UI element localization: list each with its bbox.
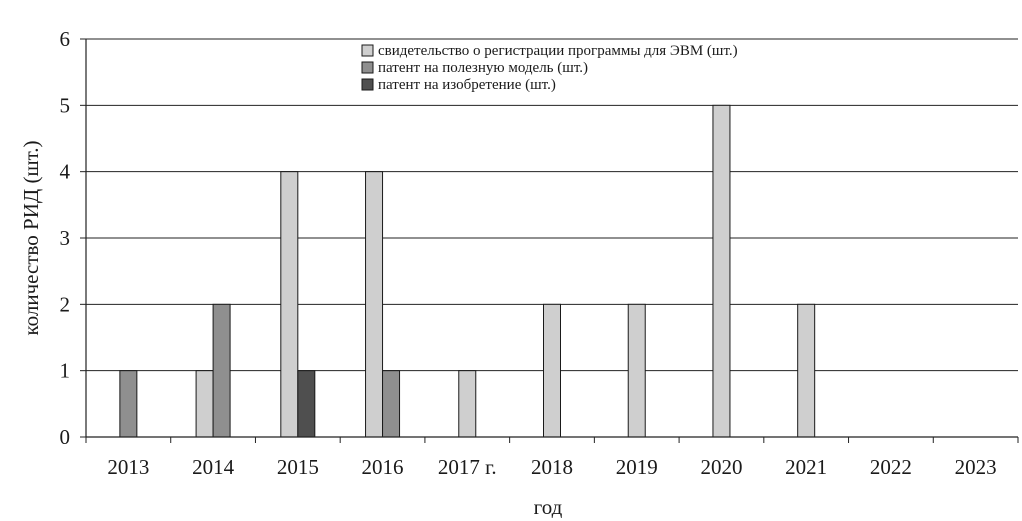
x-tick-label: 2022: [870, 455, 912, 479]
x-tick-label: 2014: [192, 455, 235, 479]
bar-1-7: [712, 104, 731, 438]
bar-1-2: [280, 171, 299, 438]
bar-1-4: [458, 370, 477, 438]
y-tick-label: 1: [60, 359, 71, 383]
y-tick-label: 0: [60, 425, 71, 449]
legend-swatch: [361, 44, 374, 57]
x-tick-label: 2017 г.: [438, 455, 497, 479]
legend-label: свидетельство о регистрации программы дл…: [378, 43, 738, 59]
y-tick-label: 2: [60, 292, 71, 316]
legend-label: патент на изобретение (шт.): [378, 77, 556, 93]
bar-2-1: [212, 303, 231, 438]
legend-label: патент на полезную модель (шт.): [378, 60, 588, 76]
bar-1-5: [543, 303, 561, 438]
axes: [85, 39, 1019, 443]
legend-swatch: [361, 78, 374, 91]
bar-2-3: [382, 370, 401, 438]
bar-1-3: [365, 171, 384, 438]
x-tick-label: 2018: [531, 455, 573, 479]
y-tick-label: 5: [60, 93, 71, 117]
bar-2-0: [119, 370, 138, 438]
y-tick-label: 3: [60, 226, 71, 250]
x-tick-label: 2015: [277, 455, 319, 479]
x-tick-label: 2023: [955, 455, 997, 479]
bar-1-8: [797, 303, 816, 438]
x-tick-label: 2020: [700, 455, 742, 479]
x-tick-label: 2016: [362, 455, 404, 479]
bar-1-6: [627, 303, 646, 438]
y-tick-labels: 0 1 2 3 4 5 6: [60, 27, 71, 449]
x-tick-label: 2021: [785, 455, 827, 479]
bar-1-1: [195, 370, 214, 438]
y-tick-label: 4: [60, 160, 71, 184]
legend-swatch: [361, 61, 374, 74]
x-axis-title: год: [534, 495, 563, 519]
x-tick-label: 2019: [616, 455, 658, 479]
y-tick-label: 6: [60, 27, 71, 51]
gridlines: [80, 38, 1018, 438]
bars: [119, 104, 816, 438]
legend: свидетельство о регистрации программы дл…: [361, 43, 738, 93]
y-axis-title: количество РИД (шт.): [19, 141, 43, 336]
x-tick-labels: 2013 2014 2015 2016 2017 г. 2018 2019 2020 2021 2…: [107, 455, 996, 479]
x-tick-label: 2013: [107, 455, 149, 479]
bar-3-2: [297, 370, 316, 438]
